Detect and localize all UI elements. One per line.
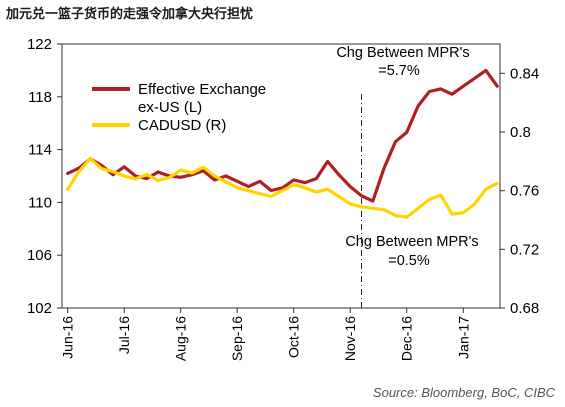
x-axis-tick-label: Jan-17: [455, 316, 471, 359]
effective-exchange-series-line: [66, 68, 499, 203]
x-axis-tick-label: Nov-16: [342, 316, 358, 361]
annotation-cadusd-change-line2: =0.5%: [388, 253, 430, 269]
chart-container: 102 106 110 114 118 122 0.68 0.72 0.76 0.8 0.84 Jun…: [0, 24, 565, 382]
left-axis-tick-label: 110: [28, 194, 52, 211]
right-axis-tick-label: 0.84: [510, 65, 539, 82]
x-axis-tick-label: Jul-16: [116, 316, 132, 354]
annotation-effective-change-line2: =5.7%: [378, 63, 420, 79]
plot-area-frame: [61, 43, 501, 309]
left-axis-tick-label: 122: [27, 36, 52, 53]
left-axis-tick-label: 118: [28, 89, 52, 106]
legend-label-cadusd: CADUSD (R): [138, 117, 226, 134]
legend-label-effective-exchange-line2: ex-US (L): [138, 99, 202, 116]
annotation-cadusd-change-line1: Chg Between MPR's: [345, 234, 478, 250]
left-axis-tick-label: 106: [27, 247, 52, 264]
source-note: Source: Bloomberg, BoC, CIBC: [372, 385, 555, 400]
x-axis-tick-label: Oct-16: [286, 316, 302, 358]
cadusd-series-line: [66, 156, 499, 219]
right-axis-tick-label: 0.76: [510, 183, 539, 200]
line-chart: 102 106 110 114 118 122 0.68 0.72 0.76 0.8 0.84 Jun…: [27, 36, 539, 361]
left-axis-tick-label: 102: [27, 300, 52, 317]
right-axis-tick-label: 0.68: [510, 300, 539, 317]
left-axis-tick-label: 114: [28, 142, 52, 159]
right-axis-tick-label: 0.8: [510, 124, 531, 141]
right-axis-tick-label: 0.72: [510, 241, 539, 258]
x-axis-tick-label: Aug-16: [173, 316, 189, 361]
x-axis-tick-label: Jun-16: [60, 316, 76, 359]
x-axis-tick-label: Sep-16: [229, 316, 245, 361]
legend-label-effective-exchange: Effective Exchange: [138, 81, 266, 98]
annotation-effective-change-line1: Chg Between MPR's: [336, 45, 469, 61]
page-title: 加元兑一篮子货币的走强令加拿大央行担忧: [6, 7, 254, 22]
x-axis-tick-label: Dec-16: [399, 316, 415, 361]
